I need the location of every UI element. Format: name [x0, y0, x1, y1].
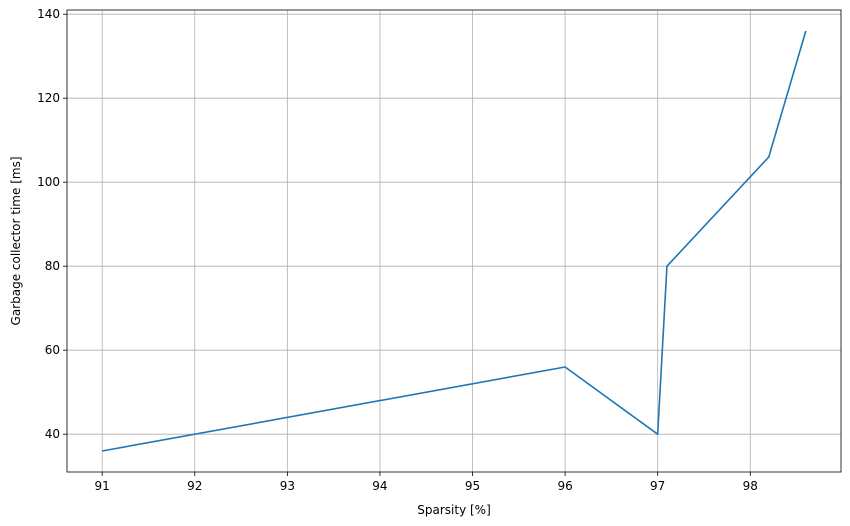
series-line: [102, 30, 807, 452]
x-axis-label: Sparsity [%]: [417, 503, 491, 517]
y-tick-label: 100: [37, 175, 60, 189]
x-tick-label: 97: [650, 479, 665, 493]
x-tick-label: 92: [187, 479, 202, 493]
y-tick-label: 120: [37, 91, 60, 105]
y-tick-label: 40: [45, 427, 60, 441]
y-tick-label: 80: [45, 259, 60, 273]
y-tick-label: 140: [37, 7, 60, 21]
x-tick-label: 98: [743, 479, 758, 493]
y-tick-label: 60: [45, 343, 60, 357]
x-tick-label: 93: [280, 479, 295, 493]
x-tick-label: 96: [557, 479, 572, 493]
y-axis-label: Garbage collector time [ms]: [9, 157, 23, 326]
y-axis: 40 60 80 100 120 140: [37, 7, 67, 441]
x-axis: 91 92 93 94 95 96 97 98: [95, 472, 758, 493]
x-tick-label: 91: [95, 479, 110, 493]
plot-frame: [66, 9, 842, 473]
x-tick-label: 94: [372, 479, 387, 493]
x-tick-label: 95: [465, 479, 480, 493]
grid: [67, 10, 841, 472]
series-layer: [102, 30, 807, 452]
